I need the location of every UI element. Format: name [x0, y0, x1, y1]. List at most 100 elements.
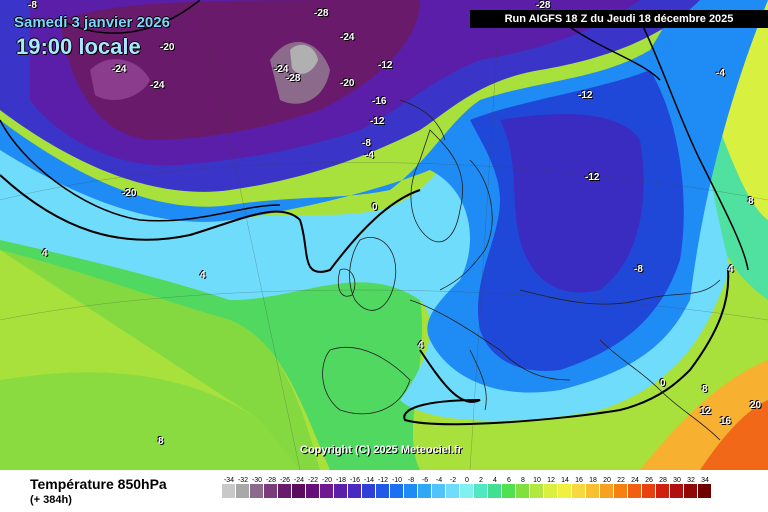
isotherm-label: -16	[372, 96, 387, 107]
scale-label: 2	[479, 477, 483, 484]
scale-label: 0	[465, 477, 469, 484]
isotherm-label: 4	[200, 270, 206, 281]
temperature-map	[0, 0, 768, 470]
scale-swatch	[502, 484, 516, 498]
isotherm-label: -4	[716, 68, 725, 79]
scale-swatch	[614, 484, 628, 498]
scale-label: -16	[349, 477, 361, 484]
isotherm-label: -20	[160, 42, 175, 53]
scale-label: -14	[363, 477, 375, 484]
scale-swatch	[432, 484, 446, 498]
isotherm-label: -12	[585, 172, 600, 183]
isotherm-label: 8	[158, 436, 164, 447]
isotherm-label: -12	[378, 60, 393, 71]
isotherm-label: -20	[340, 78, 355, 89]
legend-bar: Température 850hPa (+ 384h) -34 -32 -30 -28…	[0, 470, 768, 512]
isotherm-label: 20	[750, 400, 762, 411]
scale-swatch	[292, 484, 306, 498]
scale-label: 34	[701, 477, 709, 484]
isotherm-label: 4	[418, 340, 424, 351]
scale-swatch	[544, 484, 558, 498]
scale-swatch	[572, 484, 586, 498]
isotherm-label: -8	[634, 264, 643, 275]
lead-time: (+ 384h)	[30, 494, 72, 506]
isotherm-label: 8	[748, 196, 754, 207]
scale-label: 24	[631, 477, 639, 484]
scale-label: 16	[575, 477, 583, 484]
scale-label: -18	[335, 477, 347, 484]
parameter-title: Température 850hPa	[30, 476, 167, 492]
scale-swatch	[334, 484, 348, 498]
isotherm-label: -24	[274, 64, 289, 75]
scale-swatch	[446, 484, 460, 498]
isotherm-label: 4	[42, 248, 48, 259]
isotherm-label: -12	[370, 116, 385, 127]
isotherm-label: -24	[340, 32, 355, 43]
isotherm-label: 0	[660, 378, 666, 389]
scale-label: 20	[603, 477, 611, 484]
scale-swatch	[348, 484, 362, 498]
scale-swatch	[250, 484, 264, 498]
scale-label: 6	[507, 477, 511, 484]
map-graphic	[0, 0, 768, 470]
scale-swatch	[656, 484, 670, 498]
scale-label: -2	[449, 477, 457, 484]
isotherm-label: -24	[112, 64, 127, 75]
scale-swatch	[600, 484, 614, 498]
scale-label: -28	[265, 477, 277, 484]
isotherm-label: 12	[700, 406, 712, 417]
isotherm-label: -8	[362, 138, 371, 149]
scale-swatch	[460, 484, 474, 498]
isotherm-label: 4	[728, 264, 734, 275]
scale-swatch	[362, 484, 376, 498]
isotherm-label: -12	[578, 90, 593, 101]
scale-label: 12	[547, 477, 555, 484]
scale-label: 32	[687, 477, 695, 484]
scale-label: -10	[391, 477, 403, 484]
isotherm-label: -24	[150, 80, 165, 91]
scale-swatch	[684, 484, 698, 498]
isotherm-label: 16	[720, 416, 732, 427]
scale-label: -34	[223, 477, 235, 484]
scale-label: 22	[617, 477, 625, 484]
scale-label: 4	[493, 477, 497, 484]
scale-swatch	[376, 484, 390, 498]
scale-label: -6	[421, 477, 429, 484]
copyright-notice: Copyright (C) 2025 Meteociel.fr	[300, 444, 462, 456]
scale-label: -30	[251, 477, 263, 484]
scale-swatch	[278, 484, 292, 498]
scale-labels: -34 -32 -30 -28 -26 -24 -22 -20 -18 -16 -14 -12 -10-…	[222, 477, 712, 484]
scale-swatch	[236, 484, 250, 498]
scale-swatch	[698, 484, 712, 498]
scale-swatch	[558, 484, 572, 498]
scale-swatch	[586, 484, 600, 498]
scale-label: -4	[435, 477, 443, 484]
scale-swatch	[642, 484, 656, 498]
model-run-banner: Run AIGFS 18 Z du Jeudi 18 décembre 2025	[470, 10, 768, 28]
isotherm-label: -28	[536, 0, 551, 11]
scale-swatch	[474, 484, 488, 498]
scale-swatch	[628, 484, 642, 498]
isotherm-label: -28	[286, 73, 301, 84]
scale-swatch	[404, 484, 418, 498]
forecast-date: Samedi 3 janvier 2026	[14, 14, 170, 31]
scale-swatch	[306, 484, 320, 498]
scale-swatch	[320, 484, 334, 498]
scale-swatch	[516, 484, 530, 498]
scale-swatch	[418, 484, 432, 498]
scale-swatch	[670, 484, 684, 498]
scale-swatch	[390, 484, 404, 498]
scale-swatch	[222, 484, 236, 498]
isotherm-label: -4	[365, 150, 374, 161]
scale-label: -32	[237, 477, 249, 484]
scale-swatch	[488, 484, 502, 498]
color-scale: -34 -32 -30 -28 -26 -24 -22 -20 -18 -16 -14 -12 -10-…	[222, 477, 712, 509]
scale-label: 10	[533, 477, 541, 484]
scale-label: 30	[673, 477, 681, 484]
scale-label: 18	[589, 477, 597, 484]
forecast-time: 19:00 locale	[16, 34, 141, 59]
scale-label: -8	[407, 477, 415, 484]
scale-swatch	[264, 484, 278, 498]
scale-label: 26	[645, 477, 653, 484]
